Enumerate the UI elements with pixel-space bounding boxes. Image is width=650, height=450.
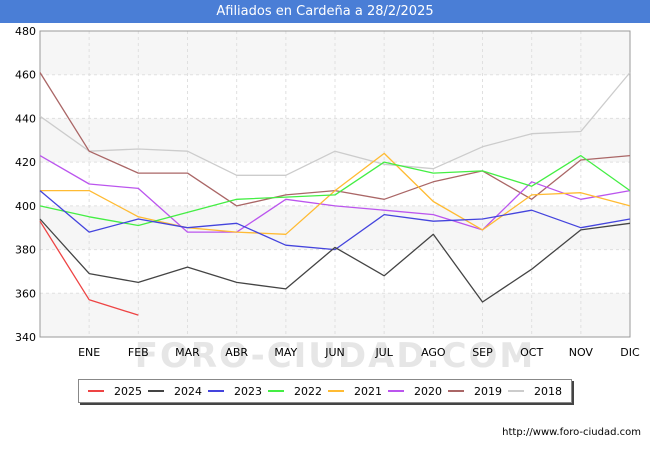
y-tick-label: 380 xyxy=(15,244,36,257)
x-tick-label: JUL xyxy=(374,346,393,359)
legend-label: 2022 xyxy=(294,384,322,398)
chart-title: Afiliados en Cardeña a 28/2/2025 xyxy=(0,0,650,23)
legend-label: 2020 xyxy=(414,384,442,398)
legend-label: 2025 xyxy=(114,384,142,398)
chart-legend: 2025 2024 2023 2022 2021 2020 2019 2018 xyxy=(78,379,572,403)
legend-swatch xyxy=(448,390,464,392)
series-line-2022 xyxy=(39,154,631,227)
legend-item-2020: 2020 xyxy=(388,385,442,398)
legend-item-2019: 2019 xyxy=(448,385,502,398)
legend-label: 2021 xyxy=(354,384,382,398)
legend-swatch xyxy=(328,390,344,392)
x-tick-label: ENE xyxy=(78,346,100,359)
legend-swatch xyxy=(508,390,524,392)
x-tick-label: JUN xyxy=(324,346,345,359)
legend-label: 2023 xyxy=(234,384,262,398)
legend-swatch xyxy=(208,390,224,392)
x-tick-label: MAR xyxy=(175,346,200,359)
series-line-2025 xyxy=(39,220,139,316)
series-line-2020 xyxy=(39,155,631,233)
series-line-2021 xyxy=(40,152,631,235)
y-tick-label: 440 xyxy=(15,112,36,125)
legend-item-2021: 2021 xyxy=(328,385,382,398)
x-tick-label: FEB xyxy=(128,346,149,359)
legend-swatch xyxy=(148,390,164,392)
legend-swatch xyxy=(88,390,104,392)
series-line-2018 xyxy=(39,72,631,176)
x-tick-label: OCT xyxy=(520,346,543,359)
legend-item-2022: 2022 xyxy=(268,385,322,398)
y-tick-label: 340 xyxy=(15,331,36,344)
legend-swatch xyxy=(388,390,404,392)
x-tick-label: SEP xyxy=(472,346,493,359)
y-tick-label: 480 xyxy=(15,25,36,38)
legend-label: 2019 xyxy=(474,384,502,398)
y-tick-label: 420 xyxy=(15,156,36,169)
legend-swatch xyxy=(268,390,284,392)
x-tick-label: NOV xyxy=(569,346,594,359)
series-line-2024 xyxy=(39,218,631,303)
x-tick-label: DIC xyxy=(620,346,640,359)
legend-item-2025: 2025 xyxy=(88,385,142,398)
y-tick-label: 460 xyxy=(15,69,36,82)
source-url: http://www.foro-ciudad.com xyxy=(502,427,641,438)
legend-item-2023: 2023 xyxy=(208,385,262,398)
y-tick-label: 360 xyxy=(15,287,36,300)
watermark-text: FORO-CIUDAD.COM xyxy=(135,336,536,376)
x-tick-label: AGO xyxy=(421,346,446,359)
legend-item-2018: 2018 xyxy=(508,385,562,398)
x-tick-label: MAY xyxy=(274,346,297,359)
legend-label: 2018 xyxy=(534,384,562,398)
x-tick-label: ABR xyxy=(225,346,248,359)
legend-item-2024: 2024 xyxy=(148,385,202,398)
y-tick-label: 400 xyxy=(15,200,36,213)
legend-label: 2024 xyxy=(174,384,202,398)
plot-border xyxy=(39,30,631,338)
series-line-2023 xyxy=(39,190,631,251)
